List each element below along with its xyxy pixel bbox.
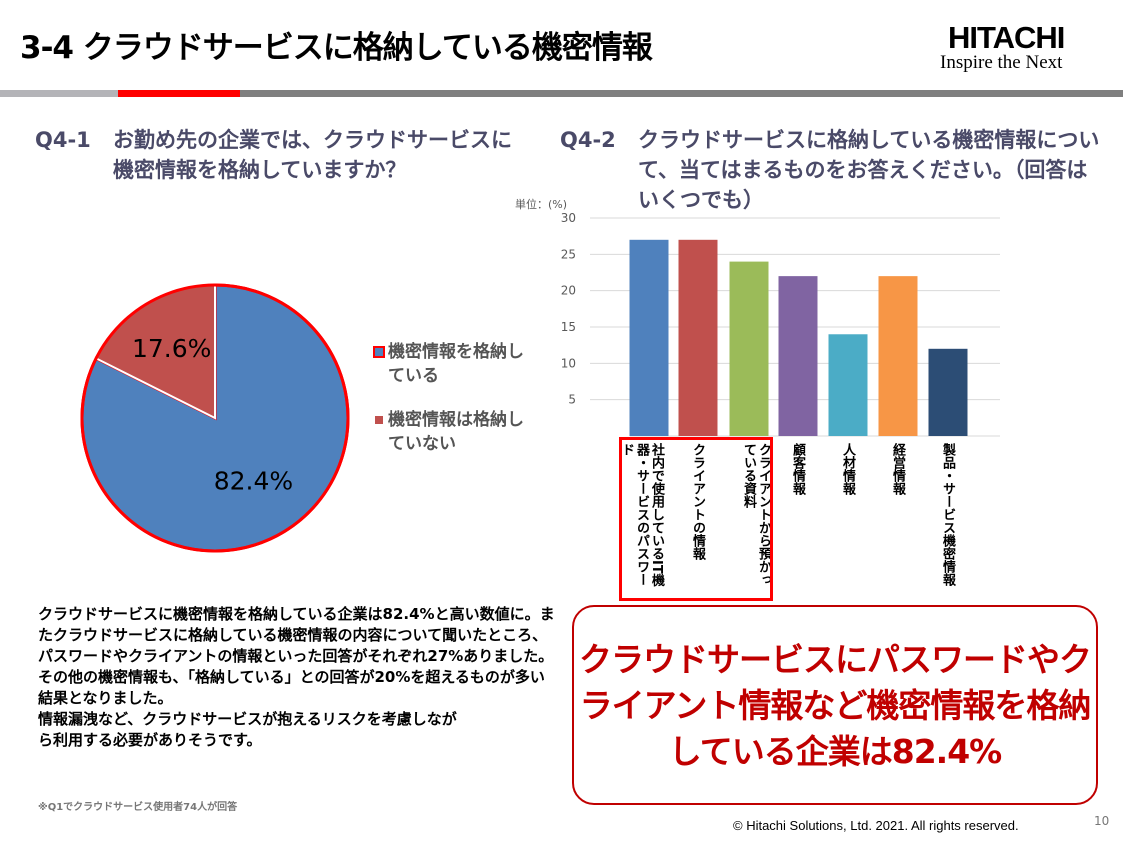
bar-chart: 5 10 15 20 25 30 xyxy=(561,211,1000,437)
x-tick-label: クライアントの情報 xyxy=(690,443,705,560)
copyright: © Hitachi Solutions, Ltd. 2021. All righ… xyxy=(733,818,1019,833)
footnote: ※Q1でクラウドサービス使用者74人が回答 xyxy=(38,802,238,813)
legend-label: 機密情報を格納している xyxy=(388,342,524,386)
unit-label: 単位：(%) xyxy=(515,198,568,211)
page-title: 3-4 クラウドサービスに格納している機密情報 xyxy=(20,30,653,66)
y-tick-label: 25 xyxy=(561,247,576,261)
bar xyxy=(928,348,968,436)
question-text: クラウドサービスに格納している機密情報について、当てはまるものをお答えください。… xyxy=(638,128,1100,212)
question-q4-1: Q4-1 お勤め先の企業では、クラウドサービスに機密情報を格納していますか？ xyxy=(35,125,535,185)
pie-data-label: 17.6% xyxy=(132,334,211,363)
callout-box: クラウドサービスにパスワードやクライアント情報など機密情報を格納している企業は8… xyxy=(572,605,1098,805)
x-tick-label: 社内で使用しているIT機器・サービスのパスワード xyxy=(619,443,664,587)
y-tick-label: 5 xyxy=(568,393,576,407)
bar xyxy=(729,261,769,436)
question-q4-2: Q4-2 クラウドサービスに格納している機密情報について、当てはまるものをお答え… xyxy=(560,125,1105,215)
y-tick-label: 20 xyxy=(561,284,576,298)
page-number: 10 xyxy=(1094,814,1110,828)
legend-swatch xyxy=(375,416,383,424)
legend-swatch xyxy=(373,346,385,358)
legend-item: 機密情報は格納していない xyxy=(375,408,535,456)
rule-gray xyxy=(0,90,118,97)
rule-dark xyxy=(240,90,1123,97)
pie-outline xyxy=(80,283,350,553)
x-tick-label: 経営情報 xyxy=(890,443,905,495)
bar xyxy=(828,334,868,436)
question-number: Q4-1 xyxy=(35,128,91,152)
bar xyxy=(878,276,918,436)
rule-red xyxy=(118,90,240,97)
x-tick-label: 製品・サービス機密情報 xyxy=(940,443,955,586)
legend-label: 機密情報は格納していない xyxy=(388,410,524,454)
x-tick-label: 顧客情報 xyxy=(790,443,805,495)
bar xyxy=(629,239,669,436)
highlight-box xyxy=(619,437,773,601)
summary-paragraph: その他の機密情報も、「格納している」との回答が20%を超えるものが多い結果となり… xyxy=(38,668,545,707)
y-tick-label: 30 xyxy=(561,211,576,225)
summary-text: クラウドサービスに機密情報を格納している企業は82.4%と高い数値に。またクラウ… xyxy=(38,604,558,751)
pie-legend: 機密情報を格納している 機密情報は格納していない xyxy=(373,340,535,456)
pie-chart: 82.4% 17.6% xyxy=(80,283,350,553)
y-tick-label: 15 xyxy=(561,320,576,334)
bar xyxy=(678,239,718,436)
bar xyxy=(778,276,818,436)
logo-tagline: Inspire the Next xyxy=(940,52,1063,73)
hitachi-logo: HITACHI xyxy=(948,20,1065,55)
summary-paragraph: クラウドサービスに機密情報を格納している企業は82.4%と高い数値に。またクラウ… xyxy=(38,605,555,665)
x-tick-label: 人材情報 xyxy=(840,443,855,495)
y-tick-label: 10 xyxy=(561,356,576,370)
summary-paragraph: 情報漏洩など、クラウドサービスが抱えるリスクを考慮しながら利用する必要がありそう… xyxy=(38,710,457,749)
x-tick-label: クライアントから預かっている資料 xyxy=(741,443,771,586)
question-text: お勤め先の企業では、クラウドサービスに機密情報を格納していますか？ xyxy=(113,128,512,182)
pie-data-label: 82.4% xyxy=(214,466,293,495)
legend-item: 機密情報を格納している xyxy=(373,340,535,388)
question-number: Q4-2 xyxy=(560,128,616,152)
